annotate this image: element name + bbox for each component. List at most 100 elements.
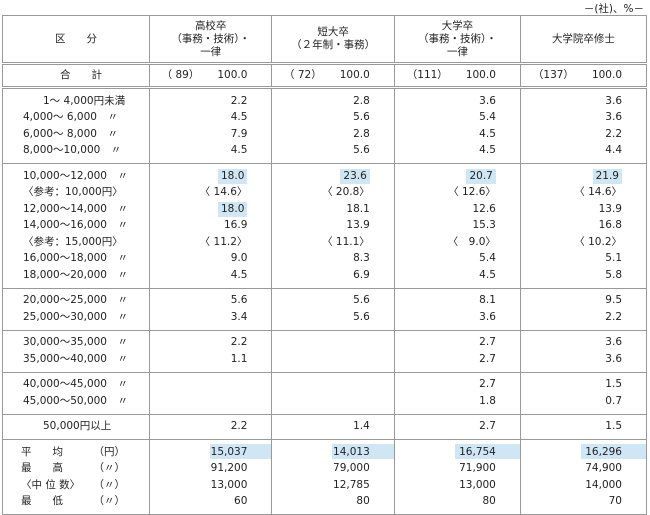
stat-value: 12,785	[271, 477, 395, 494]
value-cell: 2.8	[271, 87, 395, 110]
data-row: 〈参考：10,000円〉 〈 14.6〉 〈 20.8〉 〈 12.6〉 〈 14.6〉	[2, 184, 648, 201]
value-cell: 4.5	[393, 142, 521, 164]
data-row: 20,000～25,000 〃 5.6 5.6 8.1 9.5	[2, 287, 648, 309]
value: 60	[234, 495, 248, 508]
data-row: 30,000～35,000 〃 2.2 2.7 3.6	[2, 329, 648, 351]
value-cell: 20.7	[393, 163, 521, 185]
value-cell: 〈 10.2〉	[519, 234, 648, 251]
value: 5.6	[353, 294, 370, 307]
value-cell: 3.6	[393, 309, 521, 330]
stat-label: 最 低	[21, 495, 63, 508]
value: 2.2	[230, 336, 248, 349]
data-row: 40,000～45,000 〃 2.7 1.5	[2, 371, 648, 393]
value-cell: 5.8	[519, 267, 648, 288]
value-cell: 〈 11.1〉	[271, 234, 395, 251]
row-label: 合 計	[2, 63, 150, 89]
stat-value: 60	[148, 493, 273, 515]
value-cell: 5.6	[271, 109, 395, 126]
percent: 100.0	[217, 69, 248, 81]
value: 16,296	[585, 445, 622, 458]
stat-row: （〃） 最 高 91,200 79,000 71,900 74,900	[2, 460, 648, 477]
value: 5.6	[353, 144, 370, 157]
value-cell: 5.6	[271, 309, 395, 330]
highlighted-value: 18.0	[218, 201, 248, 217]
value: 2.7	[479, 378, 496, 391]
value: 16,754	[459, 445, 496, 458]
total-cell: （137） 100.0	[519, 63, 648, 89]
value: 5.6	[230, 294, 248, 307]
value: 70	[608, 495, 622, 508]
value: 79,000	[333, 462, 370, 475]
percent: 100.0	[465, 69, 496, 81]
value: 2.8	[353, 127, 370, 140]
value: 13.9	[598, 202, 622, 215]
stat-value: 70	[519, 493, 648, 515]
row-label: 1～ 4,000円未満	[2, 87, 150, 110]
row-label: （円） 平 均	[2, 439, 150, 461]
value: 2.2	[605, 310, 622, 323]
value: 13,000	[459, 478, 496, 491]
row-label: （〃） 最 低	[2, 493, 150, 515]
value-cell: 18.0	[148, 163, 273, 185]
value: 1.5	[605, 420, 622, 433]
value-cell: 1.8	[393, 393, 521, 414]
stat-value: 14,000	[519, 477, 648, 494]
stat-row: （〃） 最 低 60 80 80 70	[2, 493, 648, 515]
total-cell: （ 72） 100.0	[271, 63, 395, 89]
value: 1.8	[479, 394, 496, 407]
row-label: 35,000～40,000 〃	[2, 351, 150, 372]
count: （ 72）	[284, 69, 322, 81]
value: 3.6	[605, 94, 622, 107]
row-label: 45,000～50,000 〃	[2, 393, 150, 414]
value: 5.1	[605, 252, 622, 265]
value: 12.6	[472, 202, 496, 215]
data-row: 1～ 4,000円未満 2.2 2.8 3.6 3.6	[2, 87, 648, 110]
value-cell: 5.4	[393, 109, 521, 126]
data-row: 12,000～14,000 〃 18.0 18.1 12.6 13.9	[2, 201, 648, 218]
stat-value: 71,900	[393, 460, 521, 477]
row-label: 50,000円以上	[2, 413, 150, 440]
value: 〈 11.1〉	[322, 235, 370, 248]
value: 1.5	[605, 378, 622, 391]
value-cell	[271, 329, 395, 351]
value-cell: 2.7	[393, 371, 521, 393]
value: 0.7	[605, 394, 622, 407]
value-cell: 〈 14.6〉	[148, 184, 273, 201]
data-row: 10,000～12,000 〃 18.0 23.6 20.7 21.9	[2, 163, 648, 185]
value-cell	[271, 393, 395, 414]
stat-value: 80	[271, 493, 395, 515]
stat-unit: （〃）	[93, 495, 126, 508]
row-label: 16,000～18,000 〃	[2, 250, 150, 267]
value-cell: 〈 20.8〉	[271, 184, 395, 201]
row-label: 18,000～20,000 〃	[2, 267, 150, 288]
value-cell: 13.9	[271, 217, 395, 234]
row-label: 20,000～25,000 〃	[2, 287, 150, 309]
row-label: 6,000～ 8,000 〃	[2, 126, 150, 143]
value-cell: 13.9	[519, 201, 648, 218]
data-row: 18,000～20,000 〃 4.5 6.9 4.5 5.8	[2, 267, 648, 288]
value-cell: 4.5	[393, 126, 521, 143]
row-label: 4,000～ 6,000 〃	[2, 109, 150, 126]
value: 2.2	[230, 420, 248, 433]
wage-table: 区 分 高校卒 （事務・技術）・ 一律 短大卒 （２年制・事務） 大学卒 （事務・技…	[2, 15, 648, 515]
highlighted-value: 21.9	[592, 168, 622, 184]
header-column: 大学卒 （事務・技術）・ 一律	[393, 15, 521, 65]
value: 8.1	[479, 294, 496, 307]
value: 80	[356, 495, 370, 508]
value: 3.6	[479, 94, 496, 107]
header-column: 短大卒 （２年制・事務）	[271, 15, 395, 65]
stat-value: 80	[393, 493, 521, 515]
table-header: 区 分 高校卒 （事務・技術）・ 一律 短大卒 （２年制・事務） 大学卒 （事務・技…	[2, 15, 648, 65]
value: 2.2	[605, 127, 622, 140]
value-cell: 〈 11.2〉	[148, 234, 273, 251]
stat-unit: （円）	[93, 445, 126, 458]
value: 〈 20.8〉	[322, 186, 370, 199]
value: 2.2	[230, 94, 248, 107]
header-column: 大学院卒修士	[519, 15, 648, 65]
data-row: 45,000～50,000 〃 1.8 0.7	[2, 393, 648, 414]
total-row: 合 計 （ 89） 100.0 （ 72） 100.0 （111） 100.0 （137） 10…	[2, 63, 648, 89]
value-cell: 6.9	[271, 267, 395, 288]
table-body: 合 計 （ 89） 100.0 （ 72） 100.0 （111） 100.0 （137） 10…	[2, 63, 648, 515]
data-row: 25,000～30,000 〃 3.4 5.6 3.6 2.2	[2, 309, 648, 330]
value-cell: 2.8	[271, 126, 395, 143]
